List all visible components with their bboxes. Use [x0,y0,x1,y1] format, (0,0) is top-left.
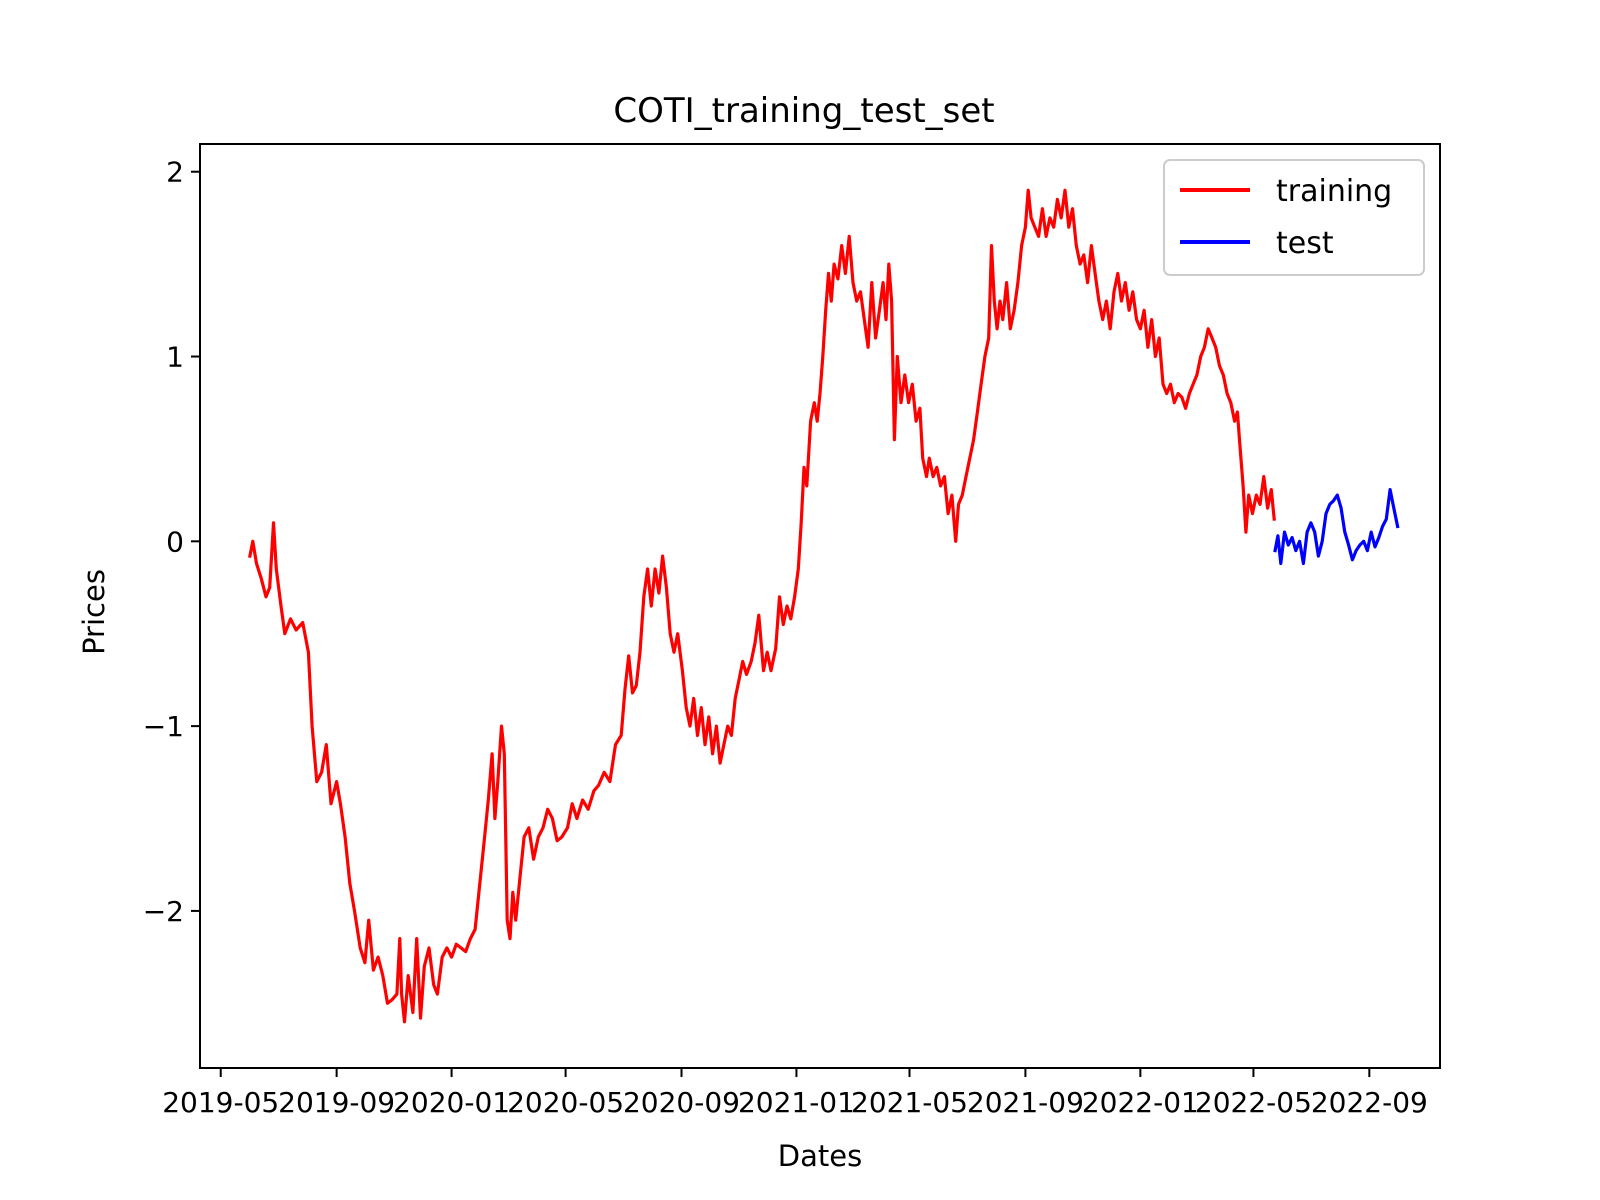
x-tick-label: 2020-09 [623,1086,740,1119]
legend-training-label: training [1276,174,1392,209]
x-tick-label: 2020-01 [393,1086,510,1119]
x-tick-label: 2021-09 [967,1086,1084,1119]
series-layer [248,188,1400,1024]
y-tick-label: −1 [143,710,184,743]
legend: training test [1163,159,1425,276]
x-axis-label: Dates [778,1139,862,1173]
legend-test-label: test [1276,226,1334,261]
y-axis: 2 1 0 −1 −2 [143,156,200,928]
x-tick-label: 2019-05 [162,1086,279,1119]
plot-frame [199,143,1441,1069]
y-tick-label: 0 [166,525,184,558]
x-axis: 2019-052019-092020-012020-052020-092021-… [162,1068,1428,1119]
series-line-test [1273,488,1400,566]
x-tick-label: 2022-05 [1195,1086,1312,1119]
x-tick-label: 2021-01 [738,1086,855,1119]
x-tick-label: 2019-09 [278,1086,395,1119]
x-tick-label: 2021-05 [851,1086,968,1119]
x-tick-label: 2020-05 [507,1086,624,1119]
x-tick-label: 2022-01 [1082,1086,1199,1119]
y-tick-label: −2 [143,895,184,928]
y-tick-label: 1 [166,341,184,374]
series-line-training [248,188,1276,1024]
x-tick-label: 2022-09 [1311,1086,1428,1119]
y-axis-label: Prices [77,569,111,655]
chart-title: COTI_training_test_set [613,91,994,131]
y-tick-label: 2 [166,156,184,189]
